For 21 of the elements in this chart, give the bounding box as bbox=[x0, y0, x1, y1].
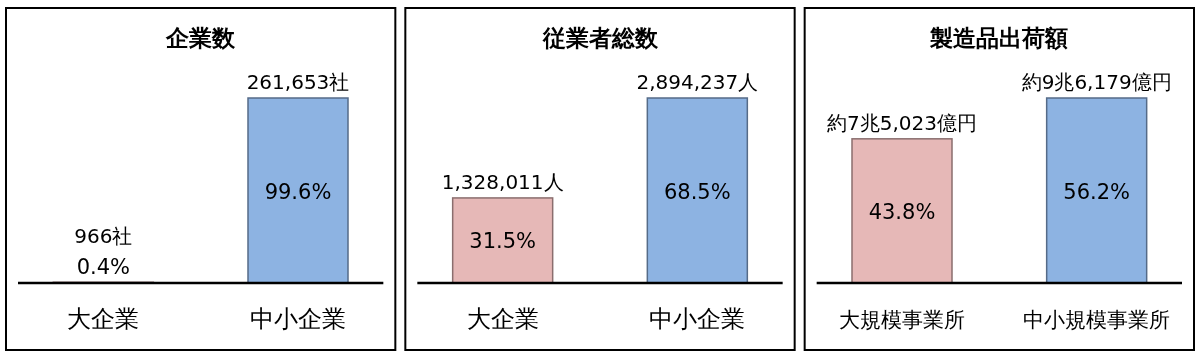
chart-title: 企業数 bbox=[165, 25, 237, 51]
x-tick-label: 大企業 bbox=[466, 305, 539, 333]
annotation: 1,328,011人 bbox=[441, 169, 564, 194]
annotation: 約7兆5,023億円 bbox=[827, 110, 977, 135]
x-tick-label: 中小企業 bbox=[250, 305, 346, 333]
annotation: 261,653社 bbox=[246, 70, 350, 94]
data-label: 31.5% bbox=[469, 229, 537, 254]
x-tick-label: 中小規模事業所 bbox=[1023, 308, 1171, 332]
chart-title: 従業者総数 bbox=[541, 25, 659, 51]
annotation: 966社 bbox=[74, 224, 133, 249]
data-label: 56.2% bbox=[1063, 179, 1131, 204]
annotation: 2,894,237人 bbox=[636, 70, 759, 94]
x-tick-label: 中小企業 bbox=[649, 305, 746, 333]
annotation: 約9兆6,179億円 bbox=[1021, 70, 1172, 94]
data-label: 0.4% bbox=[76, 255, 131, 280]
x-tick-label: 大規模事業所 bbox=[839, 308, 965, 332]
data-label: 43.8% bbox=[868, 199, 936, 224]
data-label: 99.6% bbox=[264, 179, 332, 204]
data-label: 68.5% bbox=[663, 179, 731, 204]
x-tick-label: 大企業 bbox=[67, 305, 140, 333]
chart-title: 製造品出荷額 bbox=[929, 25, 1069, 51]
